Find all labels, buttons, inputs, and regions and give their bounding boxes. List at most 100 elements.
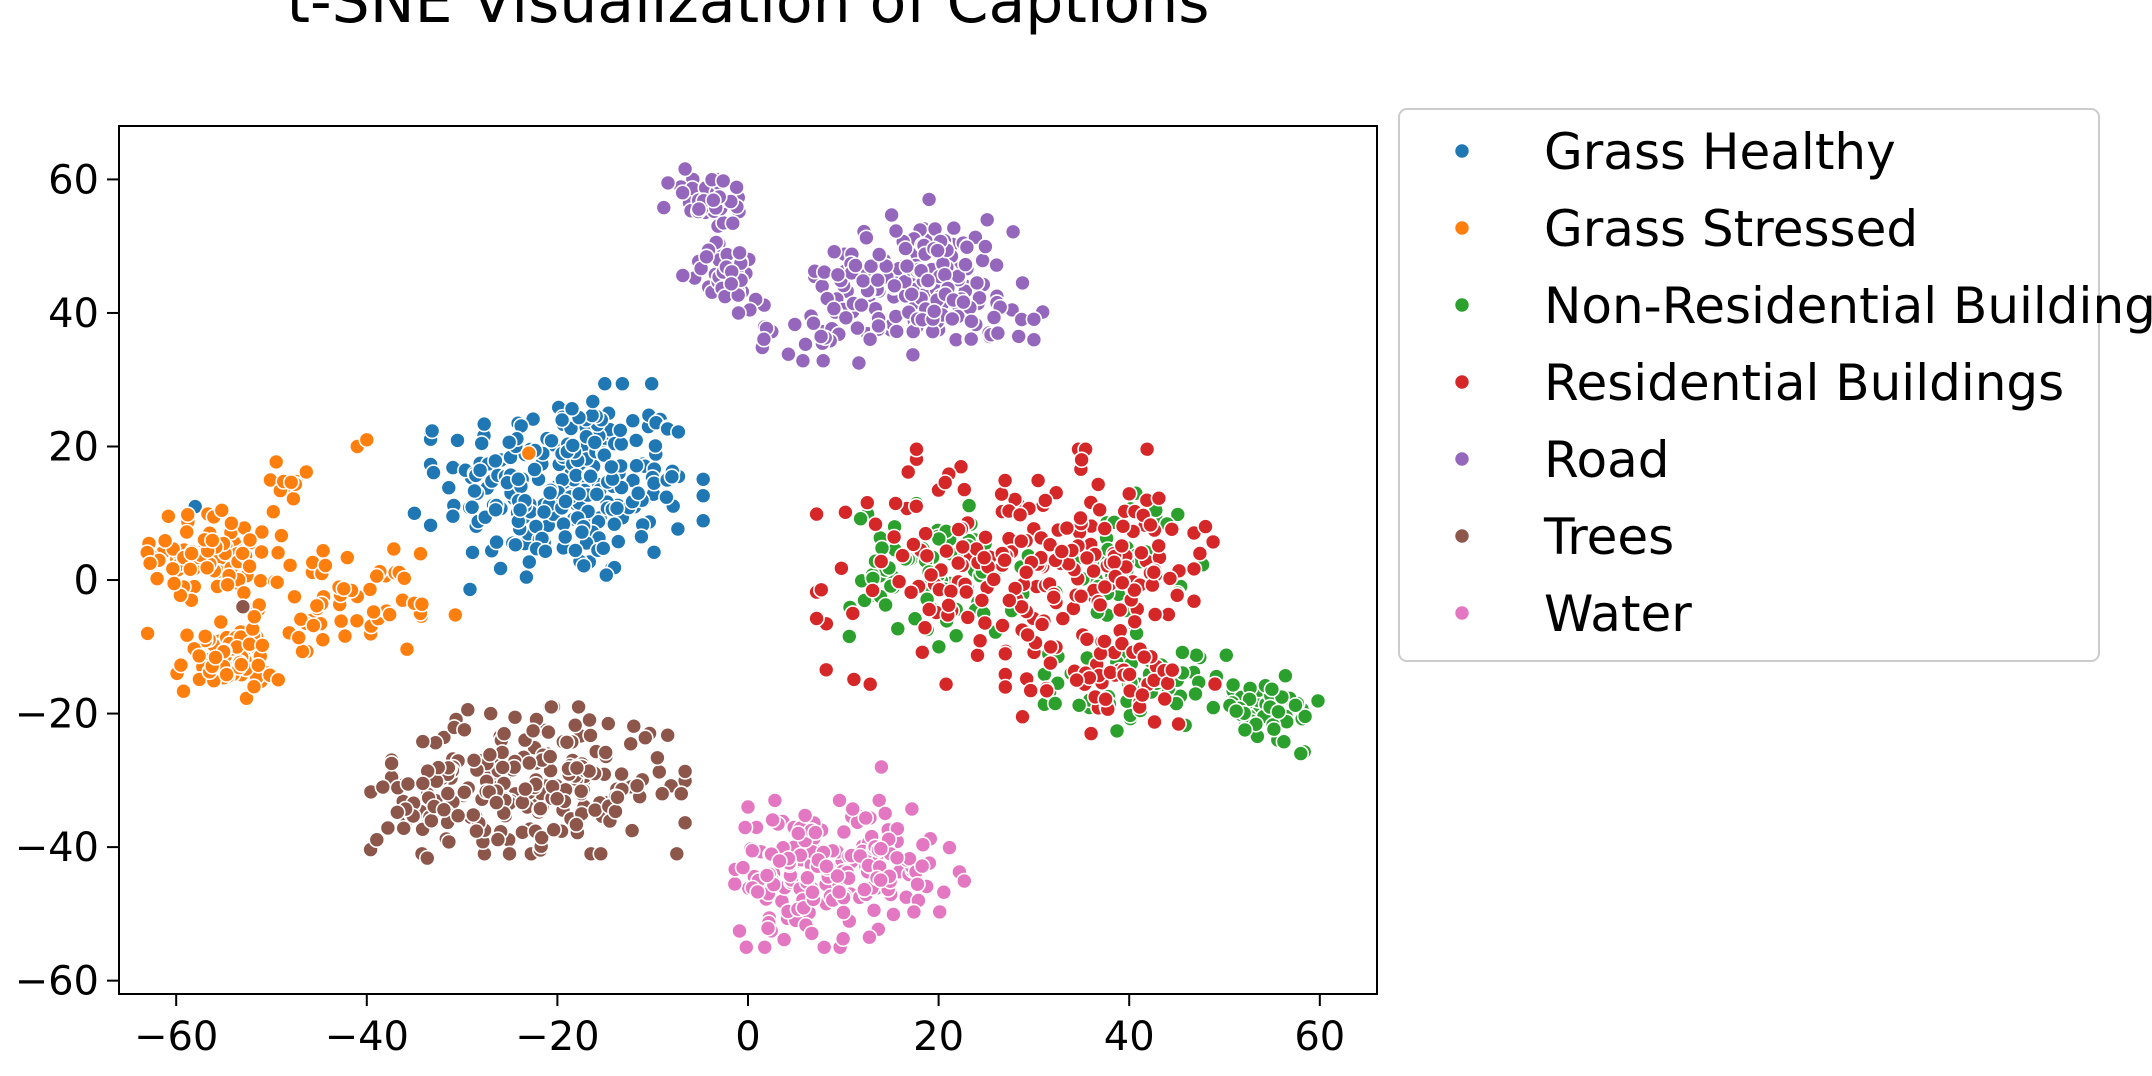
point-trees [558, 733, 576, 751]
point-road [850, 354, 868, 372]
point-trees [455, 783, 473, 801]
point-road [825, 243, 843, 260]
point-road [837, 309, 855, 327]
point-residential-buildings [969, 646, 986, 664]
point-non-residential-buildings [930, 638, 948, 656]
legend-label: Water [1544, 585, 1692, 643]
point-grass-healthy [466, 482, 483, 500]
point-road [714, 172, 732, 190]
series-water [726, 758, 973, 956]
point-water [861, 928, 878, 946]
point-trees [572, 782, 590, 800]
point-trees [570, 698, 587, 716]
point-road [659, 174, 677, 192]
point-residential-buildings [996, 472, 1014, 489]
point-trees [481, 746, 499, 764]
point-residential-buildings [887, 495, 904, 512]
point-road [698, 248, 715, 266]
point-residential-buildings [844, 605, 862, 622]
point-residential-buildings [1045, 588, 1062, 606]
point-grass-healthy [541, 484, 559, 502]
point-trees [459, 701, 477, 719]
point-road [897, 240, 914, 257]
point-grass-stressed [269, 671, 287, 689]
point-grass-stressed [332, 612, 350, 630]
point-road [780, 345, 797, 363]
point-grass-stressed [317, 557, 334, 574]
point-road [731, 244, 748, 262]
point-grass-stressed [267, 453, 285, 471]
point-non-residential-buildings [852, 510, 869, 528]
point-residential-buildings [977, 528, 994, 546]
point-road [854, 272, 872, 290]
point-residential-buildings [1126, 581, 1143, 599]
point-water [756, 938, 774, 956]
point-road [861, 330, 879, 348]
x-tick-label: 40 [1104, 1014, 1155, 1060]
point-residential-buildings [1053, 543, 1071, 560]
point-water [955, 872, 973, 890]
point-residential-buildings [867, 515, 884, 533]
point-water [739, 798, 757, 816]
point-trees [423, 812, 440, 830]
chart-title: t-SNE Visualization of Captions [286, 0, 1209, 37]
legend-marker [1453, 527, 1471, 545]
point-road [955, 293, 972, 311]
point-residential-buildings [996, 678, 1014, 696]
point-residential-buildings [908, 440, 925, 458]
point-water [749, 883, 766, 901]
point-grass-stressed [139, 625, 156, 642]
point-grass-healthy [584, 393, 602, 410]
point-grass-healthy [608, 499, 626, 517]
point-residential-buildings [1197, 518, 1214, 535]
point-grass-stressed [264, 503, 282, 521]
point-grass-healthy [588, 485, 606, 503]
point-residential-buildings [1014, 708, 1031, 726]
point-grass-healthy [629, 484, 647, 502]
point-grass-healthy [475, 415, 493, 433]
point-grass-healthy [597, 566, 615, 584]
point-grass-healthy [425, 464, 442, 481]
y-tick-label: 0 [74, 558, 99, 604]
point-residential-buildings [936, 474, 954, 491]
x-tick-label: 20 [913, 1014, 964, 1060]
legend-marker [1453, 296, 1471, 314]
series-grass-stressed [138, 431, 538, 707]
point-trees [414, 733, 432, 750]
point-grass-healthy [557, 493, 574, 510]
point-grass-stressed [305, 617, 322, 634]
point-residential-buildings [861, 675, 879, 693]
point-residential-buildings [837, 503, 854, 521]
point-residential-buildings [918, 547, 936, 565]
point-grass-healthy [694, 512, 712, 530]
point-residential-buildings [1078, 630, 1096, 648]
point-trees [653, 785, 671, 803]
point-grass-healthy [406, 504, 423, 522]
point-grass-healthy [423, 422, 441, 440]
point-grass-healthy [669, 520, 687, 538]
point-residential-buildings [1150, 537, 1167, 555]
point-residential-buildings [913, 643, 931, 661]
point-road [920, 191, 938, 208]
point-grass-stressed [204, 532, 221, 549]
point-grass-stressed [308, 597, 326, 615]
legend-marker [1453, 373, 1471, 391]
point-grass-stressed [281, 556, 299, 574]
point-trees [388, 803, 406, 821]
point-water [844, 800, 862, 818]
point-residential-buildings [1114, 517, 1132, 535]
point-grass-stressed [245, 678, 263, 696]
point-trees [568, 759, 586, 777]
point-road [812, 328, 830, 345]
point-residential-buildings [1121, 666, 1138, 683]
series-grass-healthy [186, 375, 712, 598]
point-grass-healthy [492, 560, 509, 577]
point-water [758, 867, 776, 884]
point-water [818, 857, 835, 875]
point-non-residential-buildings [1205, 699, 1222, 716]
point-grass-stressed [233, 656, 250, 673]
point-trees [379, 819, 397, 837]
point-water [734, 859, 752, 876]
point-residential-buildings [1138, 440, 1156, 458]
point-grass-stressed [238, 689, 255, 707]
